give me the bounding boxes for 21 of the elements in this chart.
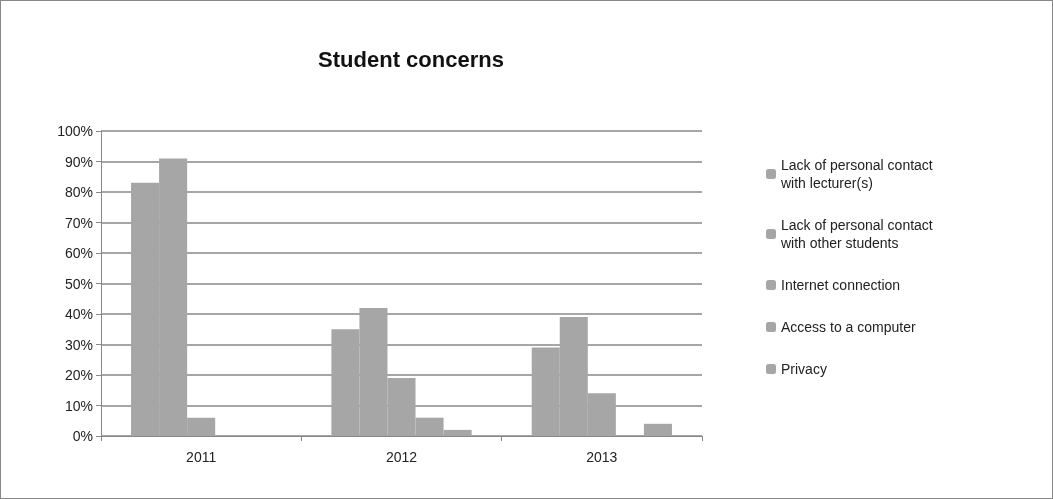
legend-label: Access to a computer <box>781 319 916 335</box>
legend-label: Privacy <box>781 361 827 377</box>
y-tick-label: 90% <box>64 153 93 170</box>
bar <box>643 423 672 436</box>
y-tick-label: 60% <box>64 245 93 261</box>
y-tick-label: 30% <box>64 336 93 353</box>
legend-label: Internet connection <box>781 277 901 293</box>
y-tick-label: 0% <box>72 428 93 444</box>
y-tick-label: 50% <box>64 275 93 292</box>
legend-label: Lack of personal contact with lecturer(s) <box>780 157 937 191</box>
legend-label: Lack of personal contact with other students <box>780 217 937 251</box>
y-tick-label: 70% <box>64 214 93 231</box>
chart-title: Student concerns <box>318 46 504 72</box>
y-tick-label: 80% <box>64 184 93 200</box>
y-tick-label: 10% <box>64 397 93 414</box>
y-tick-label: 40% <box>64 306 93 322</box>
y-tick-label: 100% <box>57 123 93 139</box>
y-tick-label: 20% <box>64 367 93 383</box>
x-tick-label: 2011 <box>186 449 217 465</box>
x-tick-label: 2013 <box>586 449 618 465</box>
x-tick-label: 2012 <box>385 449 418 465</box>
